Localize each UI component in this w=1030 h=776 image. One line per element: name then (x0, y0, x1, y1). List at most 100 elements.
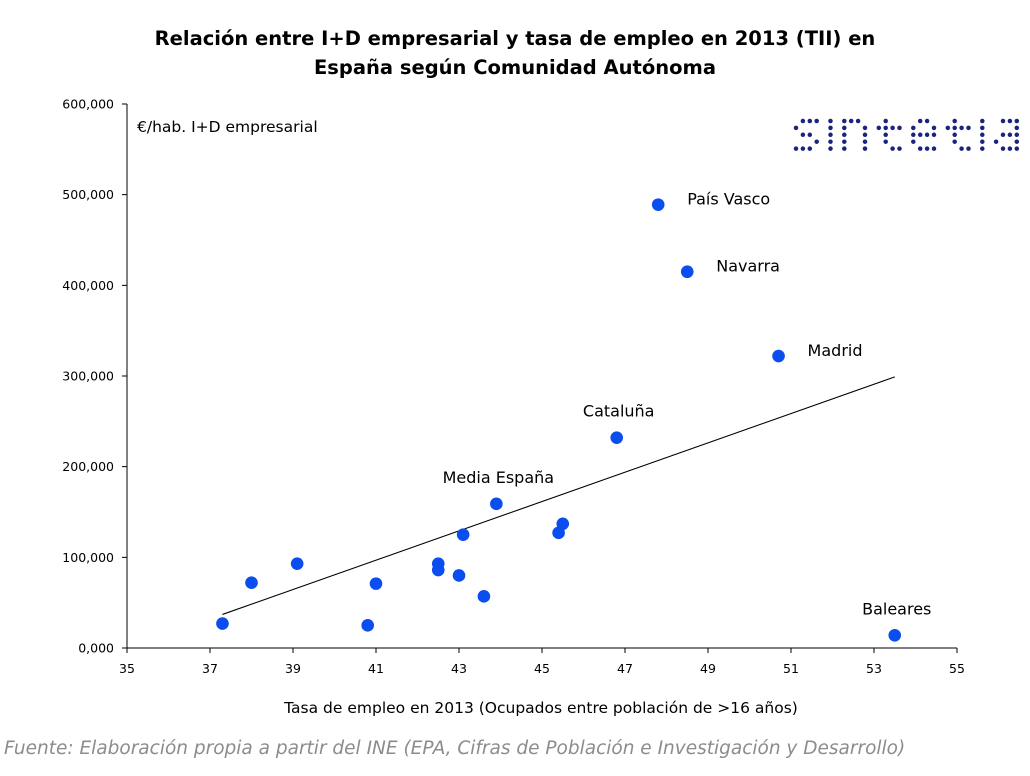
logo-dot (980, 125, 985, 131)
data-point (651, 198, 665, 211)
data-point (361, 619, 375, 632)
data-point (431, 563, 445, 577)
logo-dot (980, 132, 985, 138)
logo-dot (1014, 118, 1020, 124)
logo-dot (1007, 146, 1013, 151)
logo-dot (862, 132, 868, 138)
x-tick-label: 41 (368, 661, 384, 676)
data-point (456, 528, 470, 541)
logo-dot (966, 146, 971, 151)
logo-dot (842, 132, 847, 138)
logo-dot (931, 146, 937, 151)
point-label: País Vasco (687, 190, 770, 209)
logo-dot (800, 118, 806, 124)
x-tick-label: 47 (617, 661, 633, 676)
logo-dot (814, 139, 819, 144)
logo-dot (855, 118, 861, 124)
logo-dot (883, 125, 888, 131)
y-tick-label: 100,000 (62, 550, 114, 565)
logo-dot (814, 118, 819, 124)
data-point (477, 590, 491, 603)
logo-dot (952, 125, 957, 131)
data-point (452, 569, 466, 582)
x-tick-label: 35 (119, 661, 135, 676)
logo-dot (842, 118, 847, 124)
y-tick-label: 300,000 (62, 369, 114, 384)
logo-dot (945, 125, 951, 131)
x-tick-label: 45 (534, 661, 550, 676)
point-label: Baleares (862, 599, 931, 618)
data-point (290, 557, 304, 570)
logo-dot (931, 132, 937, 138)
logo-dot (828, 139, 833, 144)
y-tick-label: 200,000 (62, 459, 114, 474)
sintetia-logo (793, 118, 1020, 151)
logo-dot (862, 139, 868, 144)
logo-dot (793, 125, 799, 131)
logo-dot (883, 132, 888, 138)
x-tick-label: 51 (783, 661, 799, 676)
logo-dot (1000, 118, 1006, 124)
logo-dot (917, 146, 923, 151)
logo-dot (1007, 132, 1013, 138)
logo-dot (952, 139, 957, 144)
point-label: Madrid (808, 341, 863, 360)
logo-dot (911, 125, 916, 131)
y-axis-label: €/hab. I+D empresarial (137, 118, 318, 136)
logo-dot (828, 146, 833, 151)
source-note: Fuente: Elaboración propia a partir del … (4, 738, 906, 759)
x-tick-label: 55 (949, 661, 965, 676)
data-point (216, 617, 229, 630)
point-label: Navarra (716, 257, 780, 276)
logo-dot (807, 146, 813, 151)
logo-dot (1014, 125, 1020, 131)
data-point (680, 265, 694, 279)
logo-dot (924, 146, 930, 151)
logo-dot (911, 132, 916, 138)
logo-dot (980, 118, 985, 124)
data-point (369, 577, 383, 590)
point-label: Media España (443, 468, 555, 487)
logo-dot (862, 125, 868, 131)
logo-dot (980, 146, 985, 151)
logo-dot (883, 118, 888, 124)
logo-dot (890, 146, 895, 151)
logo-dot (897, 146, 902, 151)
logo-dot (993, 139, 999, 144)
logo-dot (828, 118, 833, 124)
logo-dot (911, 139, 916, 144)
logo-dot (952, 118, 957, 124)
logo-dot (883, 139, 888, 144)
logo-dot (917, 118, 923, 124)
logo-dot (828, 125, 833, 131)
logo-dot (966, 125, 971, 131)
logo-dot (807, 132, 813, 138)
points-layer (216, 198, 902, 642)
logo-dot (917, 132, 923, 138)
data-point (245, 576, 258, 590)
trendline-layer (222, 376, 895, 615)
chart-title: Relación entre I+D empresarial y tasa de… (0, 24, 1030, 82)
logo-dot (924, 118, 930, 124)
data-point (490, 497, 503, 511)
axes: 0,000 100,000 200,000 300,000 400,000 500,000… (62, 97, 965, 677)
logo-dot (828, 132, 833, 138)
logo-dot (800, 146, 806, 151)
y-tick-label: 400,000 (62, 278, 114, 293)
logo-dot (959, 125, 964, 131)
chart-title-line-2: España según Comunidad Autónoma (313, 56, 716, 79)
data-point (610, 431, 623, 444)
point-label: Cataluña (583, 402, 655, 421)
logo-dot (848, 118, 854, 124)
y-tick-label: 500,000 (62, 187, 114, 202)
x-tick-label: 43 (451, 661, 467, 676)
logo-dot (800, 132, 806, 138)
y-tick-label: 0,000 (78, 641, 114, 656)
x-tick-label: 49 (700, 661, 716, 676)
logo-dot (1000, 146, 1006, 151)
logo-dot (897, 125, 902, 131)
logo-dot (793, 146, 799, 151)
chart-title-line-1: Relación entre I+D empresarial y tasa de… (154, 27, 876, 50)
logo-dot (980, 139, 985, 144)
